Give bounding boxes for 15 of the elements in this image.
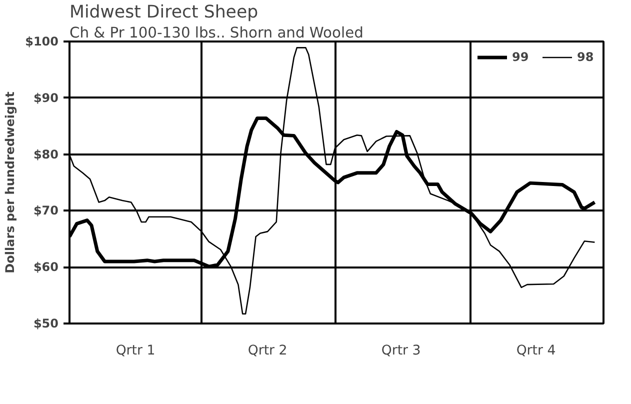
x-tick-label: Qrtr 3 (381, 344, 421, 358)
y-tick-label: $90 (33, 90, 59, 105)
y-tick-label: $50 (33, 316, 59, 330)
y-axis-title: Dollars per hundredweight (3, 91, 18, 274)
y-tick-label: $60 (33, 260, 59, 274)
y-tick-label: $80 (33, 147, 59, 162)
y-tick-label: $100 (25, 34, 59, 48)
legend-label: 98 (577, 50, 595, 64)
x-tick-label: Qrtr 2 (248, 344, 288, 358)
legend-label: 99 (512, 50, 530, 64)
chart-subtitle: Ch & Pr 100-130 lbs.. Shorn and Wooled (70, 24, 364, 42)
chart-title: Midwest Direct Sheep (70, 2, 258, 22)
x-tick-label: Qrtr 1 (116, 344, 156, 358)
x-tick-label: Qrtr 4 (516, 344, 556, 358)
y-tick-label: $70 (33, 204, 59, 218)
